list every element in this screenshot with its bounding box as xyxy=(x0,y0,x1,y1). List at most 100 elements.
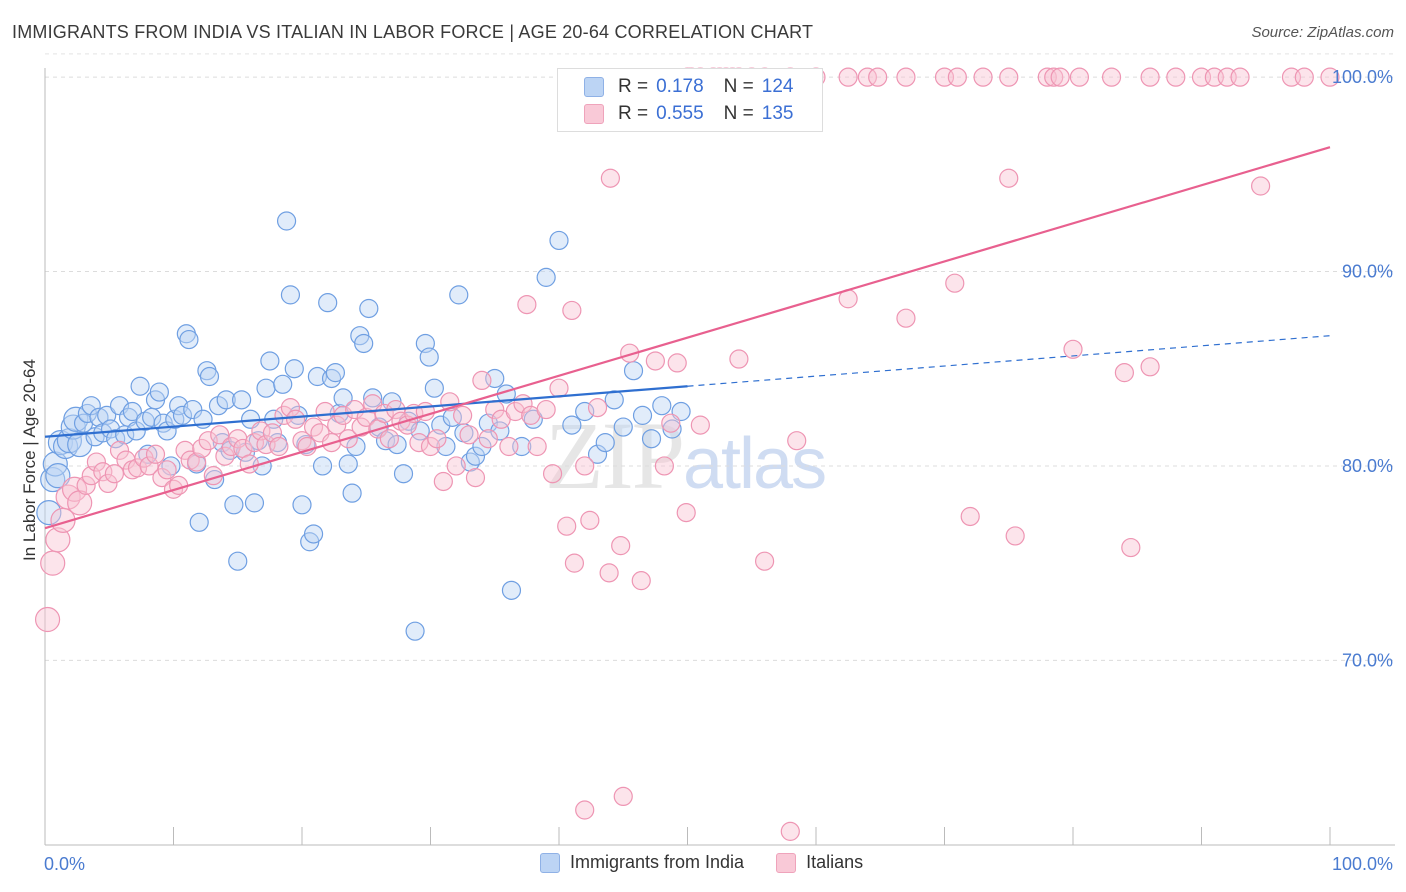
legend-item-india: Immigrants from India xyxy=(540,852,744,873)
data-point-india xyxy=(179,329,199,350)
x-tick-labels: 0.0% 100.0% xyxy=(44,854,1393,874)
data-point-india xyxy=(40,466,66,493)
data-point-italians xyxy=(465,468,486,488)
data-point-india xyxy=(587,444,608,464)
data-point-italians xyxy=(499,436,519,457)
data-point-italians xyxy=(1044,67,1064,87)
legend-label-india: Immigrants from India xyxy=(570,852,745,872)
data-point-india xyxy=(623,361,644,381)
data-point-italians xyxy=(45,527,71,553)
watermark-zip: ZIP xyxy=(545,402,685,509)
axes xyxy=(44,68,1395,846)
data-point-italians xyxy=(1320,67,1340,87)
data-point-italians xyxy=(1251,176,1271,196)
data-point-india xyxy=(312,456,333,476)
data-point-italians xyxy=(104,464,124,484)
data-point-italians xyxy=(527,436,547,457)
data-point-italians xyxy=(896,308,916,328)
legend-label-italians: Italians xyxy=(806,852,864,872)
data-point-india xyxy=(662,419,682,439)
legend-swatch-india xyxy=(584,77,604,97)
data-point-italians xyxy=(433,471,453,492)
data-point-india xyxy=(244,493,265,513)
data-point-india xyxy=(359,298,379,319)
data-point-italians xyxy=(999,67,1019,87)
data-point-india xyxy=(276,211,297,231)
data-point-italians xyxy=(868,67,888,87)
data-point-italians xyxy=(420,436,441,457)
data-point-italians xyxy=(945,273,965,293)
data-point-italians xyxy=(1121,537,1141,558)
data-point-italians xyxy=(1140,357,1160,377)
x-tick-label: 0.0% xyxy=(44,854,85,874)
data-point-india xyxy=(419,347,439,367)
data-point-italians xyxy=(611,536,631,556)
data-point-italians xyxy=(600,168,621,188)
data-point-india xyxy=(465,446,486,466)
data-point-italians xyxy=(379,429,399,449)
data-point-india xyxy=(424,378,444,398)
data-point-india xyxy=(292,495,312,515)
data-point-india xyxy=(549,230,569,251)
x-tick-label: 100.0% xyxy=(1332,854,1393,874)
data-point-italians xyxy=(754,551,775,571)
data-point-india xyxy=(232,390,252,410)
data-point-italians xyxy=(292,431,312,451)
data-point-india xyxy=(387,434,407,455)
data-point-italians xyxy=(1166,67,1186,87)
data-point-italians xyxy=(274,405,294,425)
data-point-india xyxy=(342,483,362,503)
data-point-india xyxy=(641,429,662,449)
data-point-italians xyxy=(98,473,118,494)
data-point-italians xyxy=(562,300,582,321)
data-point-italians xyxy=(999,168,1019,188)
legend-r-label: R = xyxy=(618,103,649,124)
data-point-italians xyxy=(1069,67,1090,87)
legend-r-value-italians: 0.555 xyxy=(656,103,704,124)
trend-line-italians xyxy=(44,146,1331,530)
trend-line-india-extension xyxy=(687,335,1331,387)
data-point-italians xyxy=(661,413,681,433)
data-point-italians xyxy=(472,370,492,391)
data-point-italians xyxy=(459,425,479,445)
data-point-italians xyxy=(86,452,107,472)
data-point-italians xyxy=(333,405,353,425)
y-tick-label: 100.0% xyxy=(1332,67,1393,87)
data-point-india xyxy=(604,390,624,410)
data-point-italians xyxy=(613,786,633,807)
data-point-india xyxy=(89,407,109,427)
data-point-italians xyxy=(787,431,807,451)
data-point-india xyxy=(501,580,522,600)
data-point-india xyxy=(613,417,633,437)
data-point-india xyxy=(303,524,324,544)
watermark: ZIPatlas xyxy=(545,400,827,511)
data-point-italians xyxy=(61,476,88,502)
data-point-italians xyxy=(1101,67,1122,87)
data-point-italians xyxy=(40,550,66,576)
data-point-italians xyxy=(960,506,980,527)
data-point-india xyxy=(318,293,338,313)
data-point-india xyxy=(183,399,203,420)
legend-r-label: R = xyxy=(618,76,649,97)
data-point-italians xyxy=(690,415,710,435)
data-point-italians xyxy=(536,399,556,420)
correlation-legend: R = 0.178 N = 124 R = 0.555 N = 135 xyxy=(557,68,823,132)
data-point-italians xyxy=(76,475,96,495)
data-point-italians xyxy=(654,456,674,476)
data-point-italians xyxy=(169,475,189,495)
data-point-italians xyxy=(1005,526,1025,546)
data-point-india xyxy=(562,415,582,435)
y-tick-label: 90.0% xyxy=(1342,262,1393,282)
source-credit: Source: ZipAtlas.com xyxy=(1251,24,1394,41)
data-point-italians xyxy=(676,502,696,523)
data-point-italians xyxy=(557,516,577,536)
data-point-india xyxy=(208,396,229,416)
data-point-india xyxy=(632,405,653,425)
data-point-italians xyxy=(564,553,585,573)
legend-row-india: R = 0.178 N = 124 xyxy=(584,74,793,100)
data-point-italians xyxy=(857,67,878,87)
watermark-atlas: atlas xyxy=(683,424,827,504)
legend-r-value-india: 0.178 xyxy=(656,76,704,97)
data-point-india xyxy=(216,390,236,410)
data-point-italians xyxy=(409,433,429,453)
